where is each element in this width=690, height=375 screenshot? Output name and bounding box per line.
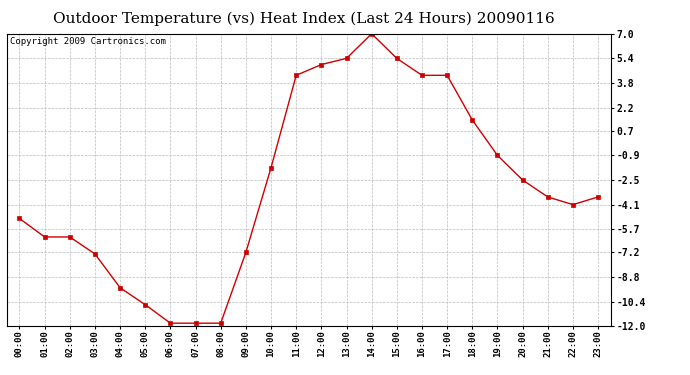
Text: Copyright 2009 Cartronics.com: Copyright 2009 Cartronics.com	[10, 37, 166, 46]
Text: Outdoor Temperature (vs) Heat Index (Last 24 Hours) 20090116: Outdoor Temperature (vs) Heat Index (Las…	[52, 11, 555, 26]
